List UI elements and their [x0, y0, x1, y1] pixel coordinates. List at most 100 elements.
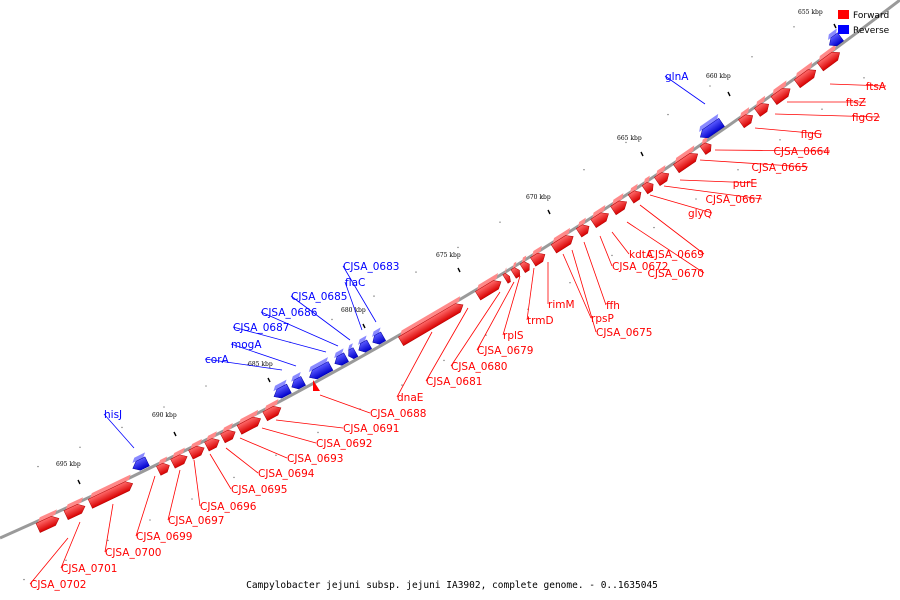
tick-label: 655 kbp [798, 9, 823, 16]
label-cjsa-0687: CJSA_0687 [233, 322, 289, 334]
gene-hisj [132, 452, 150, 471]
gene-dnae [398, 296, 464, 346]
label-cjsa-0686: CJSA_0686 [261, 307, 318, 319]
legend-reverse-label: Reverse [853, 26, 890, 36]
label-cjsa-0688: CJSA_0688 [370, 408, 426, 420]
gene-cjsa-0680 [502, 267, 511, 284]
gene-ftsa [817, 44, 840, 72]
label-cjsa-0680: CJSA_0680 [451, 361, 507, 373]
label-cjsa-0695: CJSA_0695 [231, 484, 287, 496]
gene-cjsa-0665 [673, 145, 699, 174]
leader-lines [29, 75, 887, 585]
gene-cjsa-0692 [262, 398, 282, 422]
tick-label: 685 kbp [248, 361, 273, 368]
label-cjsa-0696: CJSA_0696 [200, 501, 257, 513]
gene-ftsz-b [793, 61, 817, 89]
label-dnae: dnaE [397, 392, 423, 404]
gene-cjsa-0679 [519, 255, 530, 273]
gene-flgg2 [754, 95, 770, 117]
label-flgg: flgG [801, 129, 822, 141]
gene-cjsa-0694 [220, 423, 236, 444]
gene-rpls [510, 261, 520, 279]
gene-cjsa-0664 [699, 136, 712, 155]
tick-label: 680 kbp [341, 307, 366, 314]
gene-cjsa-0701 [63, 497, 86, 520]
legend: Forward Reverse [838, 10, 890, 36]
gene-cjsa-0681 [475, 272, 502, 301]
label-cjsa-0679: CJSA_0679 [477, 345, 533, 357]
gene-cora [273, 379, 292, 399]
gene-cjsa-0687 [308, 357, 334, 380]
label-glna: glnA [665, 71, 689, 83]
gene-reverse-top [828, 28, 844, 47]
label-cjsa-0699: CJSA_0699 [136, 531, 192, 543]
gene-kdta [590, 205, 609, 229]
label-cjsa-0664: CJSA_0664 [774, 146, 831, 158]
label-flgg2: flgG2 [852, 112, 880, 124]
label-pure: purE [733, 178, 757, 190]
gene-glyq [641, 175, 654, 195]
label-cjsa-0669: CJSA_0669 [648, 249, 704, 261]
gene-cjsa-0700 [87, 474, 134, 509]
label-rpsp: rpsP [591, 313, 614, 325]
label-flac: flaC [345, 277, 365, 289]
gene-ftsz [770, 80, 791, 105]
label-cjsa-0691: CJSA_0691 [343, 423, 399, 435]
label-kdta: kdtA [629, 249, 654, 261]
gene-rpsp [575, 217, 590, 238]
gene-moga [291, 371, 306, 390]
label-cjsa-0683: CJSA_0683 [343, 261, 399, 273]
label-rpls: rplS [503, 330, 524, 342]
gene-cjsa-0699 [156, 456, 170, 476]
tick-label: 675 kbp [436, 252, 461, 259]
label-glyq: glyQ [688, 208, 712, 220]
label-moga: mogA [231, 339, 262, 351]
tick-label: 670 kbp [526, 194, 551, 201]
gene-cjsa-0672 [610, 193, 628, 216]
genome-caption: Campylobacter jejuni subsp. jejuni IA390… [246, 580, 658, 591]
label-rimm: rimM [548, 299, 575, 311]
tick-label: 690 kbp [152, 412, 177, 419]
gene-cjsa-0688-marker [313, 380, 320, 391]
label-cjsa-0693: CJSA_0693 [287, 453, 343, 465]
tick-label: 695 kbp [56, 461, 81, 468]
label-hisj: hisJ [104, 409, 122, 421]
gene-cjsa-0696 [188, 438, 205, 460]
label-cjsa-0702: CJSA_0702 [30, 579, 86, 591]
label-cora: corA [205, 354, 230, 366]
label-cjsa-0667: CJSA_0667 [706, 194, 762, 206]
label-trmd: trmD [527, 315, 554, 327]
scale-ticks: 655 kbp 660 kbp 665 kbp 670 kbp 675 kbp 680 k… [56, 9, 837, 485]
label-cjsa-0692: CJSA_0692 [316, 438, 372, 450]
label-cjsa-0672: CJSA_0672 [612, 261, 668, 273]
gene-flac [358, 335, 373, 353]
label-cjsa-0681: CJSA_0681 [426, 376, 482, 388]
gene-cjsa-0695 [204, 431, 220, 452]
gene-flgg [738, 107, 754, 129]
label-cjsa-0670: CJSA_0670 [648, 268, 704, 280]
label-cjsa-0694: CJSA_0694 [258, 468, 315, 480]
label-cjsa-0700: CJSA_0700 [105, 547, 161, 559]
label-cjsa-0697: CJSA_0697 [168, 515, 224, 527]
label-cjsa-0675: CJSA_0675 [596, 327, 652, 339]
tick-label: 665 kbp [617, 135, 642, 142]
gene-trmd [530, 245, 546, 267]
gene-cjsa-0685 [347, 343, 359, 360]
label-ffh: ffh [606, 300, 620, 312]
grid-dots [23, 26, 865, 581]
legend-reverse-swatch [838, 25, 849, 34]
gene-cjsa-0667 [654, 165, 670, 186]
gene-glna [699, 113, 725, 139]
gene-cjsa-0697 [170, 447, 188, 469]
label-ftsz: ftsZ [846, 97, 866, 109]
label-cjsa-0701: CJSA_0701 [61, 563, 117, 575]
gene-ffh [550, 227, 574, 254]
legend-forward-swatch [838, 10, 849, 19]
gene-cjsa-0670 [627, 183, 642, 204]
gene-arrows [35, 28, 844, 533]
tick-label: 660 kbp [706, 73, 731, 80]
label-cjsa-0665: CJSA_0665 [752, 162, 808, 174]
label-cjsa-0685: CJSA_0685 [291, 291, 347, 303]
